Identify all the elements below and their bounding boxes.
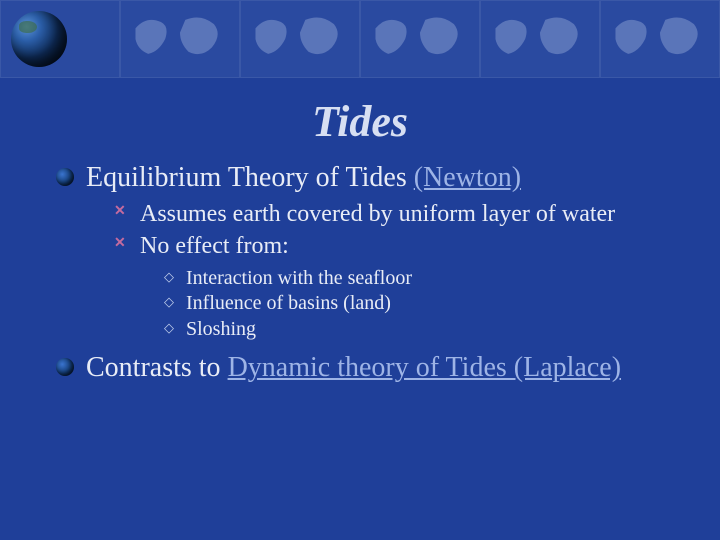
link-laplace[interactable]: Dynamic theory of Tides (Laplace)	[228, 352, 621, 383]
subsub-interaction: Interaction with the seafloor	[164, 267, 664, 291]
banner-cell-globe	[0, 0, 120, 78]
subsub-influence: Influence of basins (land)	[164, 292, 664, 316]
worldmap-icon	[247, 7, 353, 71]
worldmap-icon	[607, 7, 713, 71]
worldmap-icon	[487, 7, 593, 71]
subsub-sloshing: Sloshing	[164, 318, 664, 342]
link-newton[interactable]: (Newton)	[414, 162, 521, 193]
bullet-contrasts: Contrasts to Dynamic theory of Tides (La…	[56, 351, 664, 384]
banner-cell-map	[120, 0, 240, 78]
banner-cell-map	[600, 0, 720, 78]
banner-strip	[0, 0, 720, 78]
banner-cell-map	[360, 0, 480, 78]
subbullet-noeffect: No effect from: Interaction with the sea…	[114, 232, 664, 341]
subbullet-text: No effect from:	[140, 233, 289, 259]
slide-title: Tides	[0, 96, 720, 147]
subbullet-assumes: Assumes earth covered by uniform layer o…	[114, 200, 664, 228]
worldmap-icon	[367, 7, 473, 71]
bullet-text: Equilibrium Theory of Tides	[86, 162, 414, 193]
banner-cell-map	[240, 0, 360, 78]
globe-icon	[11, 11, 67, 67]
slide: Tides Equilibrium Theory of Tides (Newto…	[0, 0, 720, 540]
bullet-text: Contrasts to	[86, 352, 228, 383]
worldmap-icon	[127, 7, 233, 71]
content-area: Equilibrium Theory of Tides (Newton) Ass…	[0, 147, 720, 384]
bullet-equilibrium: Equilibrium Theory of Tides (Newton) Ass…	[56, 161, 664, 341]
banner-cell-map	[480, 0, 600, 78]
